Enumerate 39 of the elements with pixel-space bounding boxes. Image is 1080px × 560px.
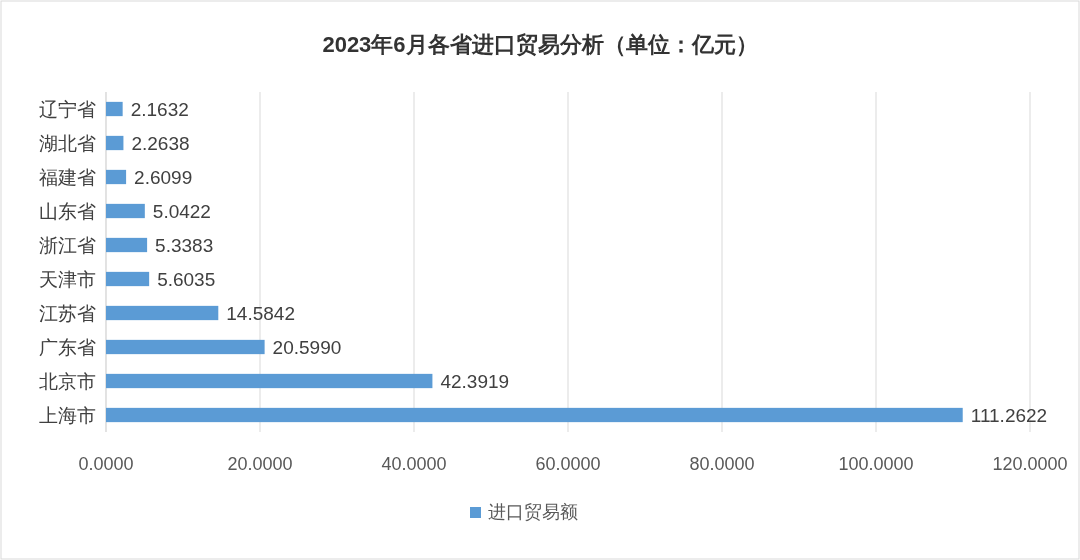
y-tick-label: 上海市 xyxy=(39,405,96,426)
bar xyxy=(106,135,124,151)
bar xyxy=(106,407,963,423)
y-tick-label: 辽宁省 xyxy=(39,99,96,120)
y-tick-label: 山东省 xyxy=(39,201,96,222)
x-tick-label: 80.0000 xyxy=(689,454,755,474)
data-label: 2.1632 xyxy=(130,99,189,120)
chart-title: 2023年6月各省进口贸易分析（单位：亿元） xyxy=(322,32,758,57)
x-tick-label: 120.0000 xyxy=(992,454,1068,474)
data-label: 5.0422 xyxy=(152,201,211,222)
y-tick-label: 湖北省 xyxy=(39,133,96,154)
x-tick-label: 40.0000 xyxy=(381,454,447,474)
data-label: 5.3383 xyxy=(155,235,214,256)
bar xyxy=(106,271,150,287)
x-tick-label: 20.0000 xyxy=(227,454,293,474)
y-tick-label: 福建省 xyxy=(39,167,96,188)
legend-label: 进口贸易额 xyxy=(488,502,578,522)
data-label: 2.6099 xyxy=(134,167,193,188)
bar xyxy=(106,237,148,253)
bar xyxy=(106,305,219,321)
data-label: 14.5842 xyxy=(226,303,295,324)
y-tick-label: 北京市 xyxy=(39,371,96,392)
data-label: 42.3919 xyxy=(440,371,510,392)
y-tick-label: 浙江省 xyxy=(39,235,96,256)
x-tick-label: 100.0000 xyxy=(838,454,914,474)
data-label: 5.6035 xyxy=(157,269,216,290)
bar xyxy=(106,101,123,117)
bar xyxy=(106,169,127,185)
y-tick-label: 天津市 xyxy=(39,269,96,290)
x-tick-label: 60.0000 xyxy=(535,454,601,474)
bar xyxy=(106,203,145,219)
data-label: 20.5990 xyxy=(272,337,342,358)
data-label: 111.2622 xyxy=(970,405,1048,426)
bar xyxy=(106,373,433,389)
y-tick-label: 江苏省 xyxy=(39,303,96,324)
x-tick-label: 0.0000 xyxy=(78,454,134,474)
data-label: 2.2638 xyxy=(131,133,190,154)
y-tick-label: 广东省 xyxy=(39,337,96,358)
bar xyxy=(106,339,265,355)
